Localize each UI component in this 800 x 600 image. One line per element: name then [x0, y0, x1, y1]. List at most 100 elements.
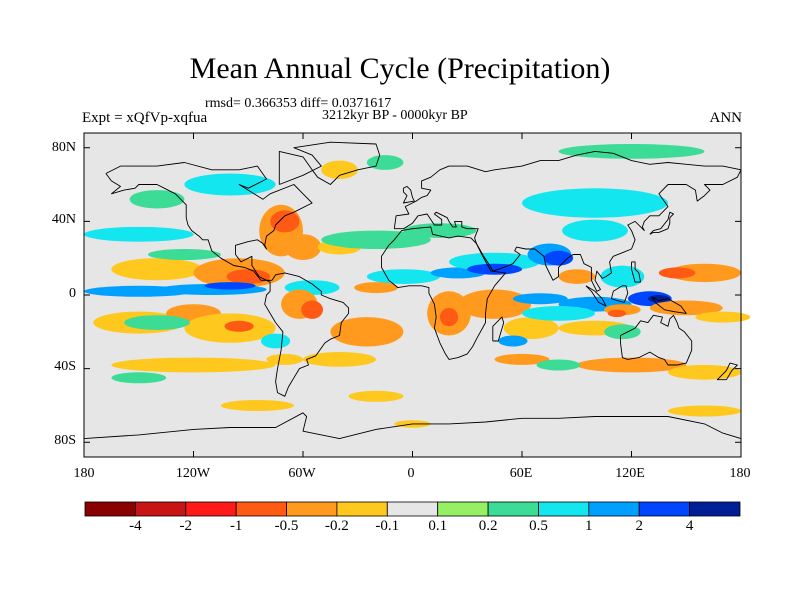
colorbar-box-2 — [185, 501, 237, 517]
coastline-13 — [716, 362, 738, 381]
lat-label-80s: 80S — [54, 433, 76, 448]
colorbar-label-1: -2 — [179, 518, 193, 534]
anomaly-region-41 — [354, 282, 398, 294]
anomaly-region-12 — [301, 300, 323, 319]
anomaly-layer — [84, 144, 751, 428]
anomaly-region-40 — [558, 269, 596, 284]
lon-label-60e: 60E — [509, 466, 533, 481]
lon-label-180w: 180 — [73, 466, 95, 481]
anomaly-region-63 — [266, 353, 304, 365]
lon-label-60w: 60W — [288, 466, 316, 481]
anomaly-region-5 — [204, 282, 256, 290]
colorbar-box-9 — [538, 501, 590, 517]
coastline-4 — [402, 185, 415, 204]
colorbar-box-11 — [638, 501, 691, 517]
anomaly-region-21 — [147, 249, 221, 260]
lon-label-180e: 180 — [729, 466, 751, 481]
map-frame — [83, 132, 742, 458]
coastline-0 — [105, 162, 313, 281]
anomaly-region-51 — [648, 295, 670, 303]
anomaly-region-20 — [84, 226, 194, 242]
anomaly-region-68 — [111, 372, 167, 384]
anomaly-region-25 — [321, 160, 358, 179]
anomaly-region-52 — [649, 300, 723, 316]
coastline-8 — [610, 285, 629, 303]
colorbar-label-8: 0.5 — [529, 518, 548, 534]
colorbar-label-10: 2 — [635, 518, 643, 534]
colorbar-label-7: 0.2 — [478, 518, 498, 534]
anomaly-region-60 — [576, 357, 687, 373]
anomaly-region-61 — [668, 364, 741, 380]
anomaly-region-47 — [498, 335, 528, 347]
anomaly-region-0 — [111, 258, 203, 281]
tick-layer — [83, 133, 742, 457]
anomaly-region-18 — [284, 234, 322, 260]
anomaly-region-43 — [439, 307, 459, 327]
lat-label-40s: 40S — [54, 359, 76, 374]
colorbar-box-6 — [386, 501, 439, 517]
anomaly-region-22 — [321, 230, 431, 249]
anomaly-region-28 — [522, 188, 668, 218]
colorbar-label-5: -0.1 — [375, 518, 400, 534]
experiment-label: Expt = xQfVp-xqfua — [82, 110, 208, 126]
colorbar-label-11: 4 — [685, 518, 694, 534]
lon-label-0: 0 — [407, 466, 415, 481]
anomaly-region-46 — [512, 293, 568, 305]
colorbar-box-12 — [689, 501, 741, 517]
anomaly-region-49 — [522, 306, 595, 321]
colorbar-label-9: 1 — [585, 518, 593, 534]
colorbar-box-3 — [235, 501, 287, 517]
anomaly-region-2 — [226, 269, 271, 284]
colorbar-box-0 — [84, 501, 136, 517]
coastline-1 — [264, 272, 350, 397]
anomaly-region-57 — [604, 324, 641, 340]
anomaly-region-45 — [503, 317, 559, 340]
anomaly-region-29 — [403, 223, 477, 239]
colorbar-label-2: -1 — [229, 518, 243, 534]
colorbar-box-7 — [437, 501, 489, 517]
stats-line: rmsd= 0.366353 diff= 0.0371617 — [205, 96, 392, 111]
lat-label-0: 0 — [69, 286, 76, 301]
anomaly-region-24 — [129, 190, 185, 209]
anomaly-region-59 — [261, 333, 291, 349]
anomaly-region-36 — [562, 219, 628, 242]
coastline-5 — [278, 141, 381, 185]
plot-title: Mean Annual Cycle (Precipitation) — [189, 52, 611, 85]
coastline-2 — [381, 226, 507, 360]
period-line: 3212kyr BP - 0000kyr BP — [322, 108, 468, 123]
anomaly-region-10 — [224, 320, 254, 332]
lat-label-40n: 40N — [51, 212, 76, 227]
anomaly-region-13 — [330, 317, 404, 347]
coastline-7 — [585, 285, 607, 307]
anomaly-region-58 — [124, 315, 190, 330]
lat-label-80n: 80N — [51, 140, 76, 155]
colorbar-box-4 — [286, 501, 338, 517]
anomaly-region-56 — [607, 309, 627, 318]
colorbar-label-4: -0.2 — [325, 518, 349, 534]
anomaly-region-39 — [658, 267, 696, 279]
colorbar-box-8 — [487, 501, 539, 517]
anomaly-region-17 — [270, 210, 300, 233]
anomaly-region-14 — [111, 357, 276, 373]
coastline-3 — [393, 150, 742, 292]
anomaly-region-27 — [558, 144, 705, 159]
anomaly-region-64 — [348, 390, 404, 402]
anomaly-region-66 — [668, 405, 741, 417]
colorbar-label-0: -4 — [129, 518, 142, 534]
colorbar-label-3: -0.5 — [274, 518, 299, 534]
anomaly-region-62 — [494, 353, 550, 365]
colorbar-label-6: 0.1 — [428, 518, 448, 534]
anomaly-region-53 — [695, 311, 751, 323]
anomaly-region-65 — [220, 400, 294, 411]
anomaly-region-44 — [458, 289, 532, 319]
anomaly-region-15 — [303, 352, 376, 367]
anomaly-region-30 — [366, 269, 440, 284]
coastline-6 — [620, 314, 693, 366]
coastline-14 — [631, 261, 642, 283]
anomaly-region-69 — [536, 359, 581, 371]
coastline-12 — [83, 412, 742, 440]
coastline-10 — [492, 316, 505, 342]
coastline-9 — [651, 296, 687, 314]
